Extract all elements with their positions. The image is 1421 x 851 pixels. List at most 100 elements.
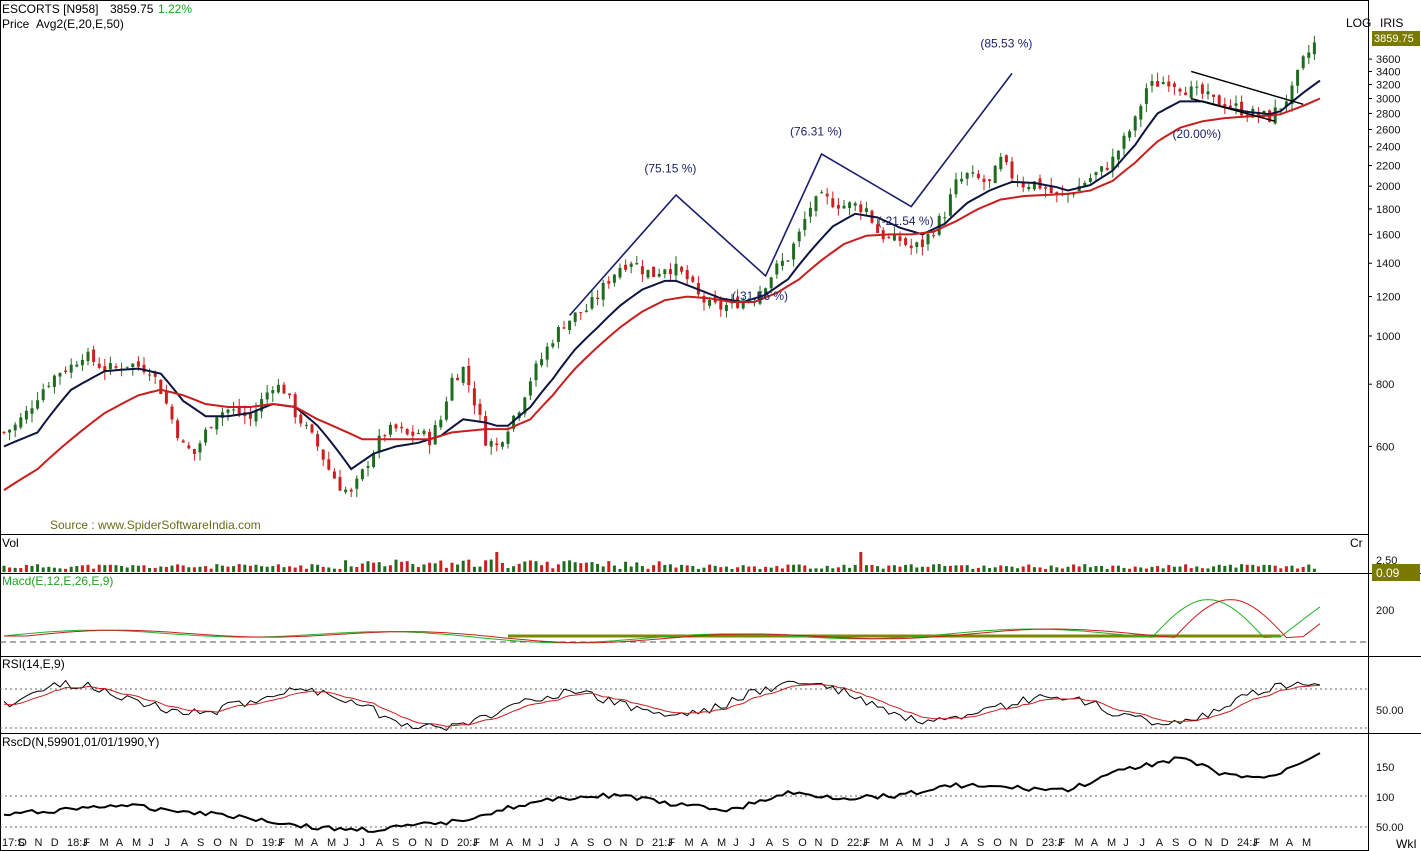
volume-bar [495, 552, 499, 572]
volume-bar [752, 566, 756, 572]
time-tick-label: J [928, 837, 934, 849]
volume-bar [1240, 564, 1244, 572]
symbol-label: ESCORTS [N958] [2, 2, 98, 16]
volume-bar [635, 562, 639, 572]
time-tick-label: D [246, 837, 254, 849]
candle-body [624, 264, 628, 270]
candle-body [1167, 81, 1171, 87]
volume-bar [568, 560, 572, 572]
time-tick-label: O [603, 837, 612, 849]
volume-bar [131, 565, 135, 572]
volume-bar [1184, 564, 1188, 572]
candle-body [47, 385, 51, 387]
candle-body [1296, 69, 1300, 86]
volume-bar [1256, 566, 1260, 572]
time-tick-label: M [132, 837, 141, 849]
candle-body [853, 203, 857, 206]
time-tick-label: J [555, 837, 561, 849]
candle-body [327, 459, 331, 470]
volume-bar [1172, 566, 1176, 572]
candle-body [467, 365, 471, 386]
price-series [2, 35, 1316, 498]
time-tick-label: J [343, 837, 349, 849]
volume-bar [960, 565, 964, 572]
candle-body [960, 178, 964, 182]
time-tick-label: J [1140, 837, 1146, 849]
candle-body [1128, 131, 1132, 138]
volume-bar [41, 567, 45, 572]
candle-body [1206, 91, 1210, 95]
volume-bar [1021, 566, 1025, 572]
volume-bar [736, 567, 740, 572]
volume-bar [349, 566, 353, 572]
candle-body [864, 208, 868, 213]
volume-bar [842, 564, 846, 572]
candle-body [13, 424, 17, 431]
candle-body [86, 351, 90, 362]
volume-bar [971, 568, 975, 572]
time-tick-label: S [1172, 837, 1179, 849]
candle-body [1100, 166, 1104, 172]
volume-bar [909, 564, 913, 572]
volume-bar [1217, 564, 1221, 572]
candle-body [674, 263, 678, 276]
rsi-lines [0, 679, 1368, 732]
volume-bar [103, 565, 107, 572]
candle-body [69, 364, 73, 373]
volume-bar [433, 563, 437, 572]
candle-body [1156, 81, 1160, 87]
time-tick-label: A [701, 837, 709, 849]
time-tick-label: M [880, 837, 889, 849]
volume-bar [176, 564, 180, 572]
candle-body [148, 374, 152, 376]
candle-body [808, 207, 812, 217]
last-price-box-label: 3859.75 [1374, 33, 1414, 45]
volume-bar [92, 568, 96, 572]
candle-body [993, 165, 997, 184]
swing-percent-label: (75.15 %) [644, 162, 696, 176]
volume-bar [512, 566, 516, 572]
volume-bar [372, 562, 376, 572]
macd-label: Macd(E,12,E,26,E,9) [2, 574, 113, 588]
candle-body [1307, 52, 1311, 58]
candle-body [282, 384, 286, 394]
price-tick-label: 3600 [1376, 54, 1400, 66]
volume-bar [1273, 565, 1277, 572]
volume-bar [1144, 568, 1148, 572]
candle-body [64, 370, 68, 372]
candle-body [360, 469, 364, 480]
time-tick-label: F [863, 837, 870, 849]
candle-body [691, 276, 695, 282]
volume-bar [937, 564, 941, 572]
candle-body [887, 236, 891, 238]
volume-bar [965, 565, 969, 572]
candle-body [680, 266, 684, 272]
vol-label: Vol [2, 536, 19, 550]
candle-body [1178, 88, 1182, 92]
candle-body [825, 193, 829, 197]
volume-bar [747, 566, 751, 572]
time-tick-label: M [522, 837, 531, 849]
volume-bar [836, 567, 840, 572]
candle-body [1139, 105, 1143, 120]
volume-bar [663, 564, 667, 572]
price-tick-label: 2800 [1376, 108, 1400, 120]
price-tick-label: 3000 [1376, 94, 1400, 106]
volume-bar [551, 568, 555, 572]
scale-mode[interactable]: LOG [1346, 16, 1371, 30]
candle-body [439, 419, 443, 428]
volume-bar [601, 566, 605, 572]
candle-body [456, 377, 460, 381]
candle-body [820, 192, 824, 194]
time-tick-label: S [587, 837, 594, 849]
candle-body [265, 392, 269, 400]
volume-bar [780, 568, 784, 572]
time-tick-label: F [473, 837, 480, 849]
volume-bar [730, 568, 734, 572]
candle-body [668, 269, 672, 275]
volume-bar [265, 566, 269, 572]
volume-bar [932, 564, 936, 572]
volume-bar [797, 564, 801, 572]
candle-body [405, 428, 409, 435]
